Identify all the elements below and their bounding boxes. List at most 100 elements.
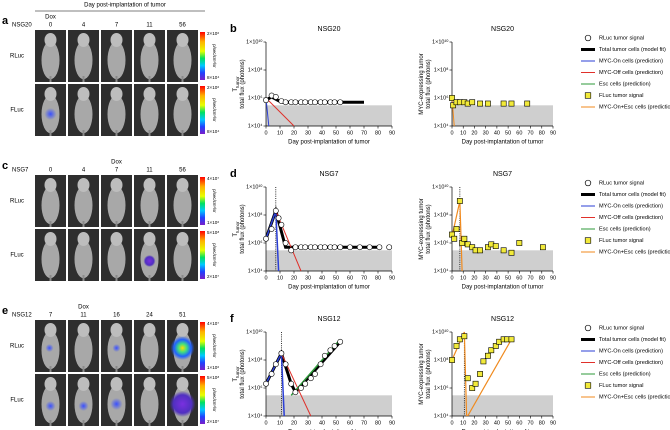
y-axis-label: Ttumor [233, 76, 240, 92]
legend-label: RLuc tumor signal [599, 325, 644, 331]
x-tick-label: 60 [347, 130, 353, 136]
data-point [347, 244, 353, 251]
mouse-tail [115, 275, 118, 281]
signal-blob [170, 336, 195, 360]
mouse-tail [148, 76, 151, 82]
mouse-tail [115, 420, 118, 426]
data-point [450, 102, 457, 109]
x-tick-label: 90 [389, 275, 395, 281]
y-tick-label: 1×10⁶ [248, 239, 263, 246]
y-axis-label-part: MYC-expressing tumor [419, 198, 425, 259]
x-tick-label: 0 [450, 420, 453, 426]
data-point [449, 357, 455, 363]
mouse-tail [82, 420, 85, 426]
mouse-head [143, 33, 156, 47]
mouse-tail [82, 130, 85, 136]
mouse-head [44, 178, 57, 192]
day-label: 7 [49, 313, 53, 319]
chart-title: NSG20 [318, 26, 341, 33]
x-tick-label: 90 [389, 130, 395, 136]
y-tick-label: 1×10¹⁰ [246, 328, 263, 335]
signal-blob [44, 108, 57, 120]
legend-label: MYC-On cells (prediction) [599, 58, 663, 64]
mouse-tail [181, 76, 184, 82]
data-point [321, 352, 328, 359]
mouse-body [74, 186, 93, 225]
legend-label: FLuc tumor signal [599, 93, 643, 99]
x-tick-label: 80 [539, 130, 545, 136]
mouse-tail [49, 130, 52, 136]
colorbar-max: 2×10⁶ [207, 85, 219, 90]
panel-letter: d [230, 168, 237, 180]
mouse-head [77, 33, 90, 47]
data-point [292, 99, 299, 106]
data-point [317, 361, 324, 368]
mouse-head [110, 87, 123, 101]
mouse-head [176, 33, 189, 47]
mouse-body [173, 95, 192, 134]
x-tick-label: 10 [277, 275, 283, 281]
y-axis-label: total flux (photons) [240, 59, 246, 108]
y-tick-label: 1×10⁴ [248, 412, 263, 419]
legend-swatch [584, 92, 592, 99]
x-tick-label: 50 [505, 130, 511, 136]
data-point [516, 240, 523, 246]
data-point [312, 244, 318, 251]
data-point [263, 235, 269, 242]
data-point [263, 97, 269, 104]
y-axis-label-part: tumor [235, 76, 240, 88]
y-axis-label-part: total flux (photons) [426, 349, 432, 398]
colorbar [200, 376, 205, 424]
data-point [282, 361, 289, 368]
x-tick-label: 20 [471, 275, 477, 281]
mouse-tail [115, 366, 118, 372]
x-tick-label: 70 [361, 130, 367, 136]
mouse-tail [148, 221, 151, 227]
mouse-tail [181, 221, 184, 227]
mouse-tail [181, 366, 184, 372]
x-tick-label: 10 [460, 275, 466, 281]
data-point [477, 371, 483, 377]
day-label: 7 [115, 168, 119, 174]
x-tick-label: 40 [319, 275, 325, 281]
data-point [337, 338, 344, 345]
day-label: 51 [179, 313, 186, 319]
channel-label: RLuc [10, 344, 24, 350]
background-band [452, 250, 553, 271]
x-tick-label: 80 [375, 130, 381, 136]
legend-label: FLuc tumor signal [599, 383, 643, 389]
x-tick-label: 90 [550, 420, 556, 426]
data-point [508, 249, 515, 256]
x-tick-label: 30 [305, 130, 311, 136]
mouse-body [41, 186, 60, 225]
colorbar-min: 8×10⁴ [207, 129, 219, 134]
mouse-body [140, 41, 159, 80]
day-label: 11 [146, 23, 153, 29]
x-tick-label: 50 [505, 275, 511, 281]
y-axis-label-part: total flux (photons) [426, 204, 432, 253]
data-point [331, 99, 338, 106]
day-label: 56 [179, 23, 186, 29]
mouse-tail [49, 366, 52, 372]
data-point [288, 380, 295, 387]
data-point [331, 343, 338, 349]
data-point [461, 235, 468, 242]
background-band [452, 395, 553, 416]
legend-label: MYC-On+Esc cells (prediction) [599, 249, 670, 255]
legend-label: Total tumor cells (model fit) [599, 47, 666, 53]
mouse-head [77, 178, 90, 192]
channel-label: RLuc [10, 54, 24, 60]
mouse-head [176, 178, 189, 192]
day-label: 11 [80, 313, 87, 319]
y-axis-label: Ttumor [233, 366, 240, 382]
colorbar [200, 86, 205, 134]
background-band [266, 395, 392, 416]
data-point [488, 347, 495, 354]
data-point [278, 221, 285, 228]
x-tick-label: 30 [483, 130, 489, 136]
x-tick-label: 40 [494, 420, 500, 426]
header: Day post-implantation of tumor [84, 3, 166, 9]
mouse-head [176, 87, 189, 101]
mouse-head [110, 323, 123, 337]
